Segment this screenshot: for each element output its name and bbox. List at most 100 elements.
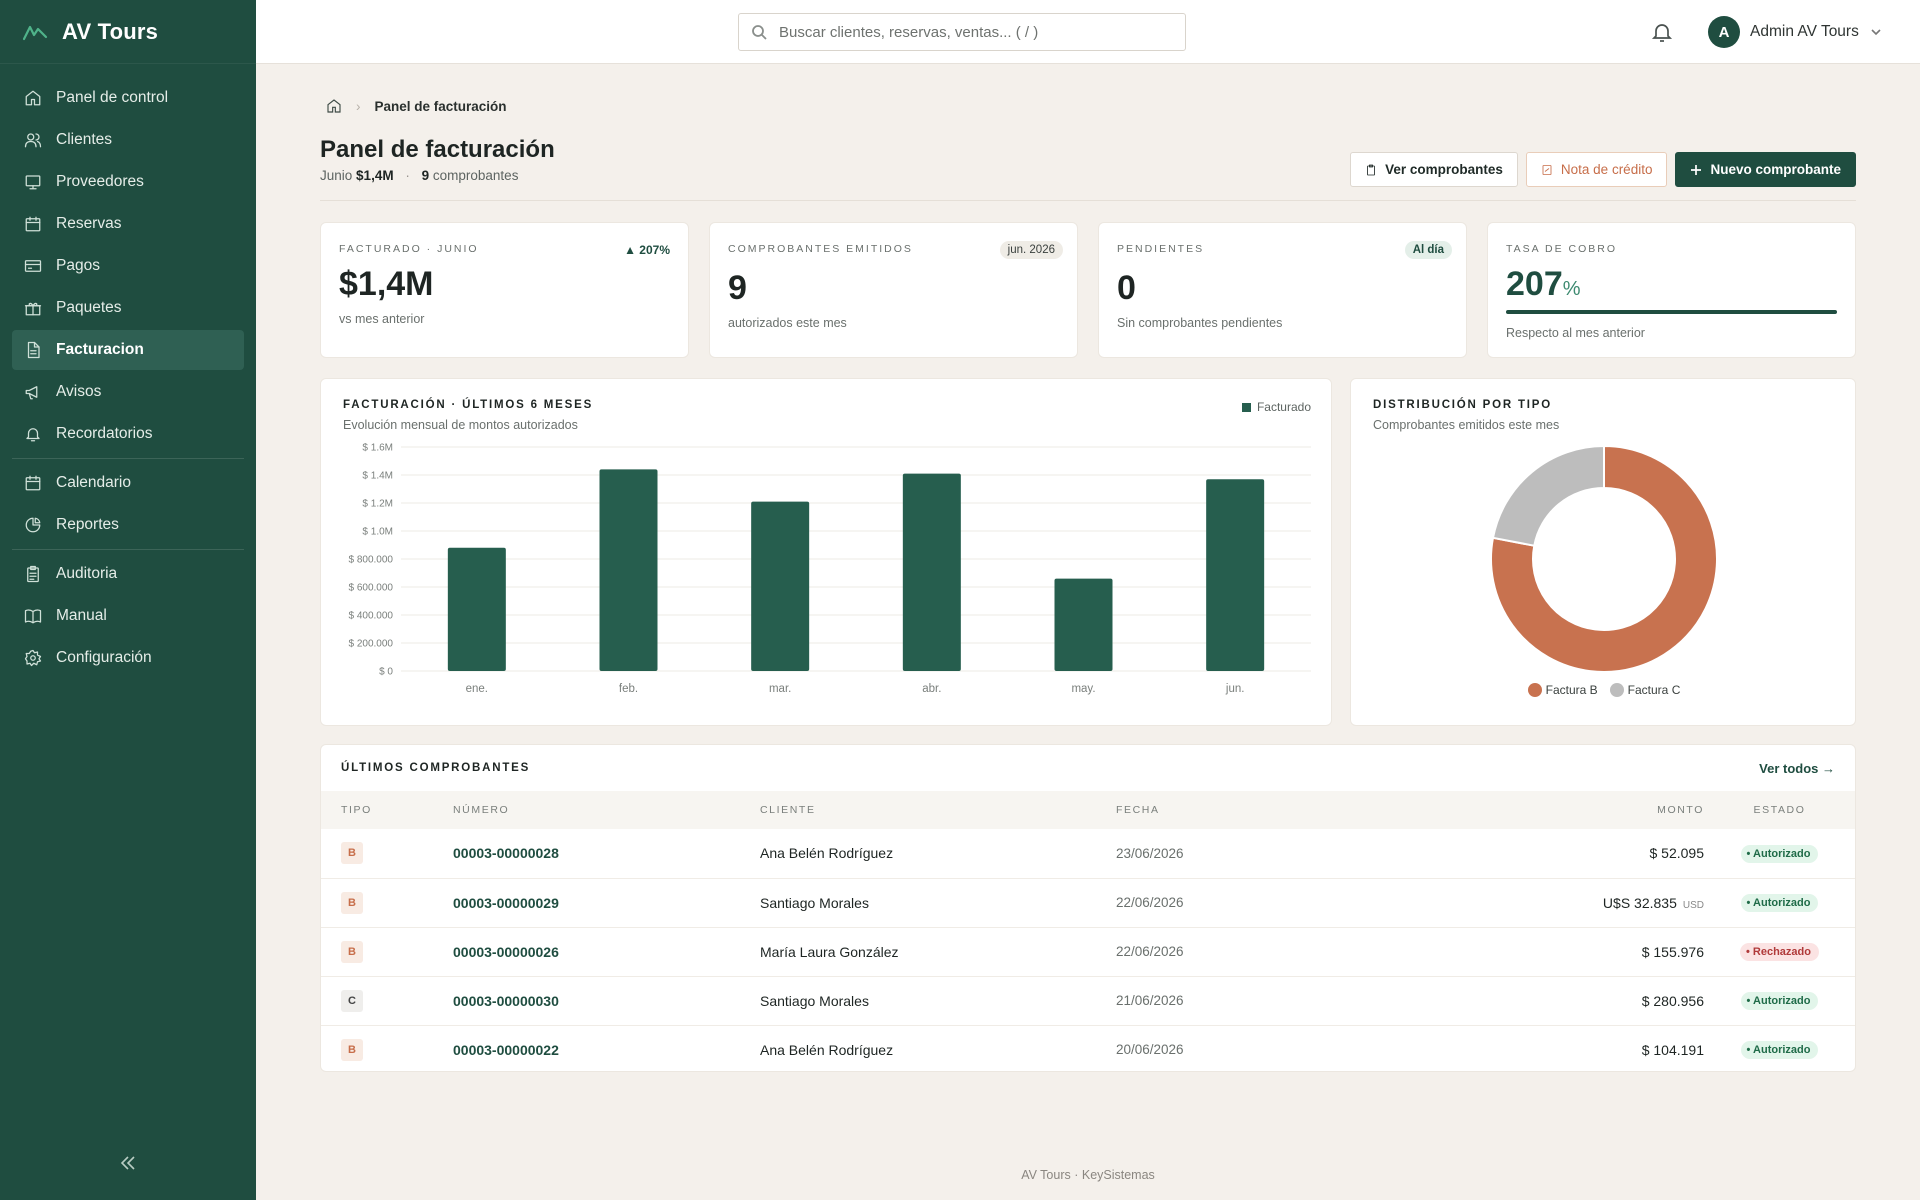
sidebar-item-label: Proveedores (56, 173, 144, 190)
sidebar-item-manual[interactable]: Manual (12, 596, 244, 636)
status-badge: • Autorizado (1740, 992, 1819, 1010)
amount: $ 280.956 (1641, 992, 1704, 1009)
footer: AV Tours · KeySistemas (1021, 1168, 1155, 1182)
bar-abr[interactable] (902, 473, 961, 671)
sidebar-item-calendario[interactable]: Calendario (12, 463, 244, 503)
amount: $ 104.191 (1641, 1041, 1704, 1058)
cell-fecha: 20/06/2026 (1116, 1042, 1184, 1058)
column-header[interactable]: MONTO (1326, 791, 1704, 829)
credit-note-button[interactable]: Nota de crédito (1525, 152, 1668, 187)
currency-code: USD (1682, 899, 1704, 911)
kpi-note: Respecto al mes anterior (1506, 326, 1645, 340)
sidebar-item-proveedores[interactable]: Proveedores (12, 162, 244, 202)
cell-monto: $ 280.956 (1326, 976, 1704, 1026)
sidebar-item-label: Reportes (56, 516, 119, 533)
legend-swatch (1609, 683, 1624, 697)
new-receipt-button[interactable]: Nuevo comprobante (1675, 152, 1856, 187)
sidebar-item-paquetes[interactable]: Paquetes (12, 288, 244, 328)
page-sub-count: 9 (421, 168, 430, 183)
cell-tipo: B (321, 1025, 453, 1071)
chart-legend: Facturado (1241, 400, 1311, 414)
bar-chart: $ 0 $ 200.000 $ 400.000 $ 600.000 $ 800.000 $… (349, 443, 1311, 695)
column-header[interactable]: CLIENTE (760, 791, 1116, 829)
receipt-number-link[interactable]: 00003-00000028 (453, 845, 559, 862)
kpi-value-unit: % (1562, 278, 1581, 300)
sidebar-item-clientes[interactable]: Clientes (12, 120, 244, 160)
sidebar-item-pagos[interactable]: Pagos (12, 246, 244, 286)
kpi-issued: COMPROBANTES EMITIDOS jun. 2026 9 autori… (709, 222, 1078, 358)
bar-mar[interactable] (751, 501, 810, 671)
receipts-table: TIPO NÚMERO CLIENTE FECHA MONTO ESTADO B… (321, 791, 1855, 1071)
legend-label: Factura C (1627, 683, 1681, 697)
sidebar-item-reservas[interactable]: Reservas (12, 204, 244, 244)
receipt-number-link[interactable]: 00003-00000029 (453, 894, 559, 911)
x-tick-label: feb. (619, 683, 638, 695)
legend-item[interactable]: Factura C (1609, 683, 1681, 697)
search-box[interactable] (738, 13, 1186, 51)
sidebar-item-label: Calendario (56, 474, 131, 491)
see-all-link[interactable]: Ver todos → (1759, 760, 1835, 776)
x-tick-label: mar. (769, 683, 791, 695)
bar-jun[interactable] (1206, 479, 1265, 671)
cell-monto: $ 52.095 (1326, 829, 1704, 879)
slice-factura-c[interactable] (1491, 444, 1605, 547)
monitor-icon (24, 173, 42, 191)
cell-cliente: Ana Belén Rodríguez (760, 1041, 894, 1058)
brand-name: AV Tours (62, 18, 159, 44)
search-icon (752, 25, 767, 40)
sidebar-item-reportes[interactable]: Reportes (12, 505, 244, 545)
table-row[interactable]: B 00003-00000026 María Laura González 22/06… (321, 927, 1855, 977)
type-distribution-card: DISTRIBUCIÓN POR TIPO Comprobantes emiti… (1350, 378, 1856, 726)
column-header[interactable]: ESTADO (1704, 791, 1855, 829)
kpi-label: FACTURADO · JUNIO (339, 243, 479, 255)
sidebar-item-configuracion[interactable]: Configuración (12, 638, 244, 678)
button-label: Ver comprobantes (1385, 162, 1503, 177)
cell-estado: • Autorizado (1704, 829, 1855, 879)
slice-factura-b[interactable] (1490, 444, 1718, 673)
sidebar-item-recordatorios[interactable]: Recordatorios (12, 414, 244, 454)
table-row[interactable]: C 00003-00000030 Santiago Morales 21/06/202… (321, 976, 1855, 1026)
user-menu[interactable]: A Admin AV Tours (1708, 16, 1883, 48)
sidebar-item-auditoria[interactable]: Auditoria (12, 554, 244, 594)
table-row[interactable]: B 00003-00000022 Ana Belén Rodríguez 20/06/… (321, 1025, 1855, 1071)
sidebar-item-panel-de-control[interactable]: Panel de control (12, 78, 244, 118)
kpi-value: $1,4M (339, 265, 434, 303)
home-icon[interactable] (326, 98, 342, 114)
sidebar-item-avisos[interactable]: Avisos (12, 372, 244, 412)
receipt-number-link[interactable]: 00003-00000030 (453, 992, 559, 1009)
legend-label: Factura B (1545, 683, 1598, 697)
bar-may[interactable] (1054, 578, 1113, 671)
bar-feb[interactable] (599, 469, 658, 671)
plus-icon (1691, 164, 1702, 175)
sidebar-divider (12, 458, 244, 459)
donut-chart (1490, 444, 1718, 673)
receipt-number-link[interactable]: 00003-00000022 (453, 1041, 559, 1058)
status-badge: • Autorizado (1740, 1041, 1819, 1060)
collapse-sidebar-button[interactable] (115, 1150, 141, 1176)
receipt-number-link[interactable]: 00003-00000026 (453, 943, 559, 960)
sidebar-item-label: Avisos (56, 383, 102, 400)
cell-fecha: 23/06/2026 (1116, 829, 1326, 879)
amount: $ 155.976 (1641, 943, 1704, 960)
legend-item[interactable]: Factura B (1527, 683, 1598, 697)
column-header[interactable]: NÚMERO (453, 791, 760, 829)
y-tick-label: $ 200.000 (349, 639, 394, 650)
sidebar: AV Tours Panel de control Clientes Prove… (0, 0, 256, 1200)
kpi-note: Sin comprobantes pendientes (1117, 316, 1283, 330)
clipboard-icon (24, 565, 42, 583)
bar-ene[interactable] (447, 547, 506, 671)
search-input[interactable] (779, 23, 1159, 41)
sidebar-item-label: Facturacion (56, 341, 144, 358)
column-header[interactable]: TIPO (321, 791, 453, 829)
notifications-button[interactable] (1650, 20, 1674, 44)
table-header-row: TIPO NÚMERO CLIENTE FECHA MONTO ESTADO (321, 791, 1855, 829)
collection-progress-bar (1506, 310, 1837, 314)
view-receipts-button[interactable]: Ver comprobantes (1350, 152, 1518, 187)
column-header[interactable]: FECHA (1116, 791, 1326, 829)
brand[interactable]: AV Tours (0, 0, 256, 64)
table-row[interactable]: B 00003-00000029 Santiago Morales 22/06/202… (321, 878, 1855, 928)
table-row[interactable]: B 00003-00000028 Ana Belén Rodríguez 23/06/… (321, 829, 1855, 879)
cell-fecha: 22/06/2026 (1116, 927, 1326, 977)
sidebar-item-facturacion[interactable]: Facturacion (12, 330, 244, 370)
cell-tipo: B (321, 829, 453, 879)
